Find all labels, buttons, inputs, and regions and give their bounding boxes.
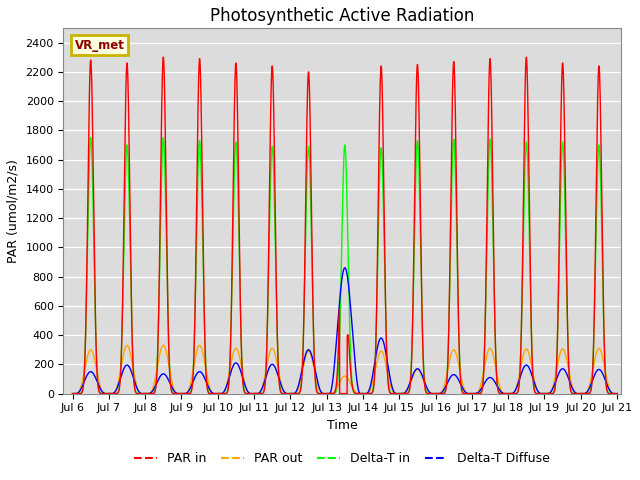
X-axis label: Time: Time	[327, 419, 358, 432]
Text: VR_met: VR_met	[75, 39, 125, 52]
Y-axis label: PAR (umol/m2/s): PAR (umol/m2/s)	[7, 159, 20, 263]
Title: Photosynthetic Active Radiation: Photosynthetic Active Radiation	[210, 7, 474, 25]
Legend: PAR in, PAR out, Delta-T in, Delta-T Diffuse: PAR in, PAR out, Delta-T in, Delta-T Dif…	[129, 447, 555, 470]
